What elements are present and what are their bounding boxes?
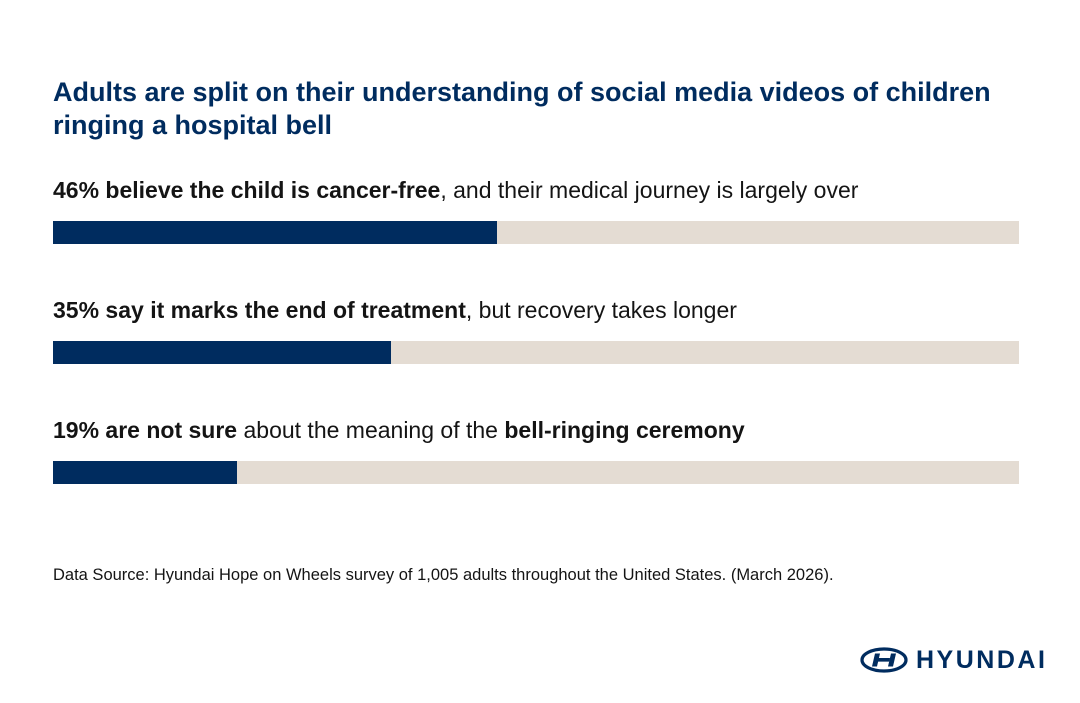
bar-track [53, 461, 1019, 484]
bar-label: 35% say it marks the end of treatment, b… [53, 295, 1019, 325]
bar-track [53, 341, 1019, 364]
bar-label-bold: 35% say it marks the end of treatment [53, 297, 466, 323]
hyundai-logo: HYUNDAI [860, 646, 1047, 674]
bar-label-bold: 46% believe the child is cancer-free [53, 177, 441, 203]
bar-fill [53, 341, 392, 364]
bar-label-rest: , and their medical journey is largely o… [440, 177, 859, 203]
bar-label-rest: , but recovery takes longer [465, 297, 737, 323]
logo-wordmark: HYUNDAI [916, 646, 1048, 674]
bar-fill [53, 221, 498, 244]
data-source-note: Data Source: Hyundai Hope on Wheels surv… [53, 566, 834, 584]
bar-label: 19% are not sure about the meaning of th… [53, 415, 1019, 445]
bar-track [53, 221, 1019, 244]
bar-row: 19% are not sure about the meaning of th… [53, 415, 1019, 484]
chart-title: Adults are split on their understanding … [53, 77, 991, 140]
hyundai-emblem-icon [860, 647, 908, 673]
bar-fill [53, 461, 237, 484]
bar-label-bold: 19% are not sure [53, 417, 238, 443]
bar-label: 46% believe the child is cancer-free, an… [53, 175, 1019, 205]
bar-row: 35% say it marks the end of treatment, b… [53, 295, 1019, 364]
bar-label-bold: bell-ringing ceremony [504, 417, 745, 443]
bar-label-rest: about the meaning of the [237, 417, 505, 443]
bar-row: 46% believe the child is cancer-free, an… [53, 175, 1019, 244]
